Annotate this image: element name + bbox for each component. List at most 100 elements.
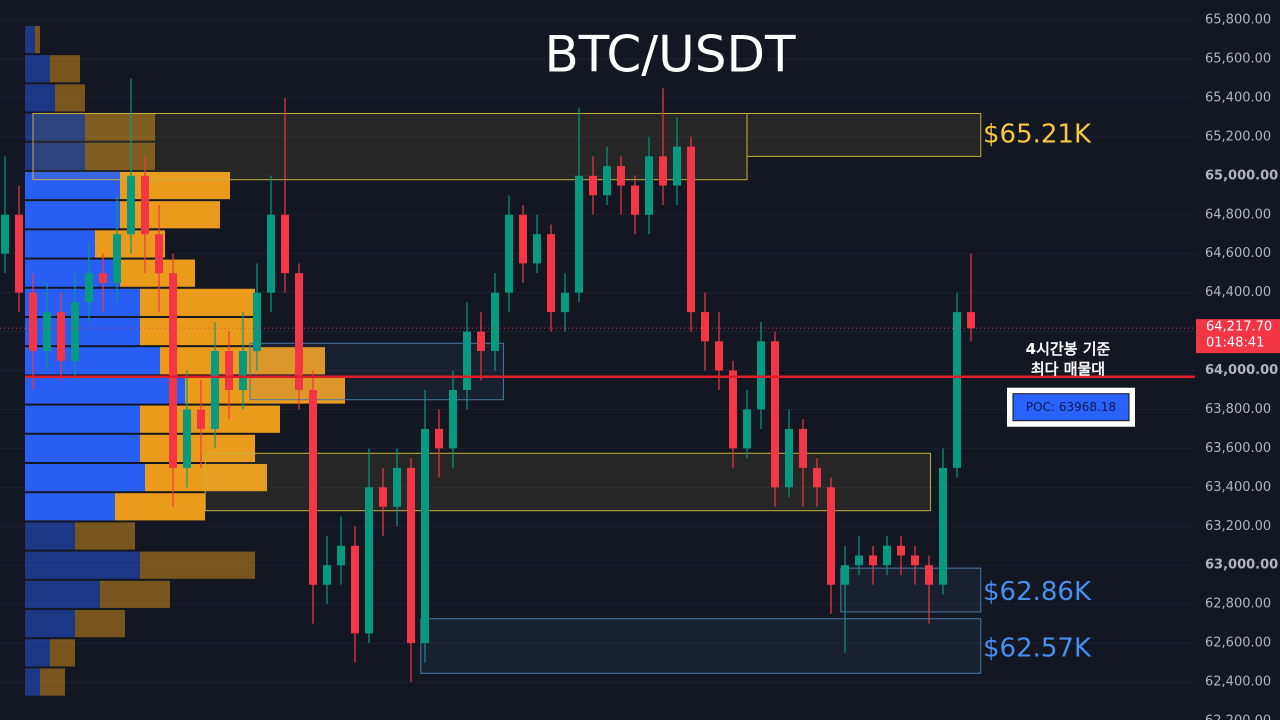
profile-sell-bar (120, 201, 220, 229)
profile-buy-bar (25, 551, 140, 579)
y-tick-label: 64,000.00 (1205, 363, 1278, 378)
y-tick-label: 65,800.00 (1205, 13, 1271, 28)
candle-body (183, 409, 191, 468)
candle-body (967, 312, 975, 329)
candle-body (169, 273, 177, 468)
candle-body (659, 156, 667, 186)
zone-label: $62.57K (983, 633, 1092, 663)
profile-sell-bar (75, 522, 135, 550)
profile-buy-bar (25, 522, 75, 550)
candle-body (589, 175, 597, 196)
profile-buy-bar (25, 347, 160, 375)
poc-note: 최다 매물대 (1031, 360, 1105, 378)
candle-body (953, 312, 961, 468)
zone-box (746, 113, 982, 157)
candle-body (827, 487, 835, 585)
profile-sell-bar (50, 55, 80, 83)
candle-body (617, 166, 625, 186)
profile-sell-bar (120, 171, 230, 200)
profile-buy-bar (25, 201, 120, 229)
profile-buy-bar (25, 639, 50, 667)
candle-body (813, 467, 821, 488)
candle-body (295, 273, 303, 390)
last-price-box (1196, 319, 1280, 354)
candle-body (463, 331, 471, 390)
candle-body (57, 312, 65, 361)
candle-body (645, 156, 653, 215)
candle-body (379, 487, 387, 507)
profile-buy-bar (25, 55, 50, 83)
profile-sell-bar (85, 142, 155, 170)
candle-body (785, 428, 793, 488)
zone-box (420, 618, 982, 674)
profile-buy-bar (25, 142, 85, 170)
profile-sell-bar (145, 463, 267, 492)
candle-body (15, 214, 23, 293)
y-tick-label: 62,400.00 (1205, 675, 1271, 690)
candle-body (393, 467, 401, 507)
profile-sell-bar (115, 493, 205, 521)
candle-body (869, 555, 877, 566)
profile-buy-bar (25, 84, 55, 112)
candle-body (407, 467, 415, 644)
countdown-label: 01:48:41 (1206, 336, 1264, 351)
profile-buy-bar (25, 317, 140, 346)
candle-body (141, 175, 149, 235)
candle-body (351, 545, 359, 634)
zone-label: $62.86K (983, 577, 1092, 607)
candle-body (99, 273, 107, 283)
candle-body (911, 555, 919, 566)
candle-body (197, 409, 205, 429)
candle-body (519, 214, 527, 264)
y-tick-label: 64,600.00 (1205, 246, 1271, 261)
profile-buy-bar (25, 580, 100, 609)
candle-body (337, 545, 345, 566)
candle-body (491, 292, 499, 352)
candle-body (421, 428, 429, 644)
profile-sell-bar (40, 668, 65, 696)
y-tick-label: 65,000.00 (1205, 168, 1278, 183)
candle-body (939, 467, 947, 585)
candle-body (1, 214, 9, 254)
candle-body (505, 214, 513, 293)
candle-body (855, 555, 863, 566)
profile-buy-bar (25, 376, 185, 404)
candle-body (631, 185, 639, 215)
candle-body (211, 351, 219, 429)
candle-body (85, 273, 93, 303)
zone-label: $65.21K (983, 119, 1092, 149)
candle-body (673, 146, 681, 186)
y-tick-label: 62,600.00 (1205, 636, 1271, 651)
candle-body (365, 487, 373, 634)
candle-body (155, 234, 163, 274)
profile-sell-bar (50, 639, 75, 667)
y-tick-label: 63,800.00 (1205, 402, 1271, 417)
profile-buy-bar (25, 405, 140, 433)
profile-buy-bar (25, 25, 35, 54)
profile-sell-bar (140, 551, 255, 579)
profile-buy-bar (25, 610, 75, 638)
y-tick-label: 65,200.00 (1205, 129, 1271, 144)
profile-sell-bar (100, 580, 170, 609)
candle-body (239, 351, 247, 390)
candle-body (841, 565, 849, 585)
profile-sell-bar (35, 25, 40, 54)
profile-buy-bar (25, 288, 140, 316)
candle-body (897, 545, 905, 556)
candle-body (225, 351, 233, 390)
candle-body (43, 312, 51, 352)
candle-body (323, 565, 331, 585)
profile-sell-bar (95, 230, 165, 258)
candle-body (533, 234, 541, 264)
candle-body (253, 292, 261, 352)
candle-body (267, 214, 275, 293)
chart-title: BTC/USDT (544, 26, 796, 84)
candle-body (799, 428, 807, 468)
profile-sell-bar (85, 113, 155, 141)
y-tick-label: 64,400.00 (1205, 285, 1271, 300)
candle-body (701, 312, 709, 342)
profile-buy-bar (25, 113, 85, 141)
profile-sell-bar (140, 288, 255, 316)
candle-body (771, 341, 779, 488)
